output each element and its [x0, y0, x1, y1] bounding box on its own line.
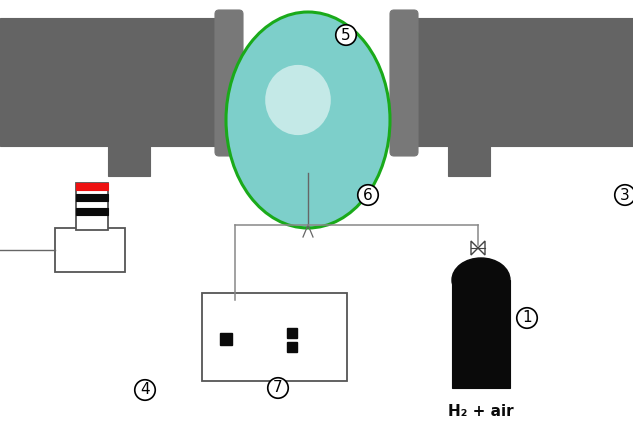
Bar: [76, 194, 108, 201]
Bar: [55, 228, 125, 272]
Bar: [108, 146, 150, 176]
Bar: [287, 342, 297, 352]
Text: 7: 7: [273, 381, 283, 395]
Bar: [0, 18, 230, 146]
Ellipse shape: [226, 12, 390, 228]
Text: 4: 4: [140, 382, 150, 398]
Bar: [390, 18, 633, 146]
Bar: [287, 328, 297, 338]
Text: 1: 1: [522, 311, 532, 325]
Polygon shape: [471, 241, 478, 255]
FancyBboxPatch shape: [390, 10, 418, 156]
Bar: [448, 146, 490, 176]
Bar: [202, 293, 347, 381]
Bar: [76, 183, 108, 230]
Ellipse shape: [265, 65, 331, 135]
Text: 5: 5: [341, 27, 351, 43]
Bar: [452, 280, 510, 388]
Text: H₂ + air: H₂ + air: [448, 405, 514, 419]
Ellipse shape: [452, 258, 510, 302]
Text: 6: 6: [363, 187, 373, 203]
Text: 3: 3: [620, 187, 630, 203]
Bar: [220, 333, 232, 345]
Polygon shape: [478, 241, 485, 255]
Bar: [76, 183, 108, 190]
FancyBboxPatch shape: [215, 10, 243, 156]
Bar: [76, 208, 108, 215]
